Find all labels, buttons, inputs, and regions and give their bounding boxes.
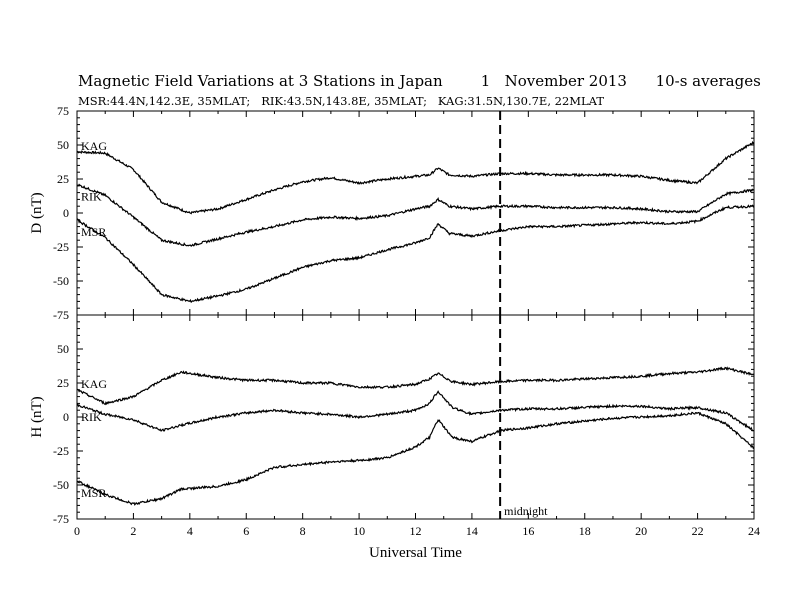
- y-tick-label: -75: [53, 512, 69, 526]
- station-label-kag: KAG: [81, 377, 107, 391]
- y-tick-label: -50: [53, 274, 69, 288]
- y-tick-label: 25: [57, 172, 69, 186]
- station-label-msr: MSR: [81, 486, 106, 500]
- x-tick-label: 10: [353, 524, 365, 538]
- station-label-msr: MSR: [81, 225, 106, 239]
- series-line-msr: [76, 411, 754, 506]
- y-axis-label: D (nT): [29, 192, 45, 233]
- station-label-rik: RIK: [81, 410, 102, 424]
- x-tick-label: 4: [187, 524, 193, 538]
- y-tick-label: -25: [53, 240, 69, 254]
- chart-title: Magnetic Field Variations at 3 Stations …: [78, 72, 761, 90]
- y-tick-label: 0: [63, 410, 69, 424]
- x-tick-label: 0: [74, 524, 80, 538]
- y-tick-label: 75: [57, 104, 69, 118]
- station-label-rik: RIK: [81, 189, 102, 203]
- x-tick-label: 12: [410, 524, 422, 538]
- x-tick-label: 22: [692, 524, 704, 538]
- y-tick-label: 50: [57, 342, 69, 356]
- x-tick-label: 8: [300, 524, 306, 538]
- y-tick-label: 50: [57, 138, 69, 152]
- y-tick-label: -50: [53, 478, 69, 492]
- y-tick-label: -25: [53, 444, 69, 458]
- y-tick-label: 25: [57, 376, 69, 390]
- series-line-rik: [76, 390, 755, 432]
- panel-frame-top: [76, 110, 755, 316]
- x-tick-label: 14: [466, 524, 478, 538]
- station-label-kag: KAG: [81, 139, 107, 153]
- y-tick-label: -75: [53, 308, 69, 322]
- x-tick-label: 16: [522, 524, 534, 538]
- y-axis-label: H (nT): [29, 396, 45, 437]
- series-line-kag: [76, 366, 755, 406]
- x-tick-label: 24: [748, 524, 760, 538]
- x-axis-label: Universal Time: [369, 545, 462, 561]
- midnight-label: midnight: [504, 504, 548, 518]
- x-tick-label: 2: [130, 524, 136, 538]
- x-tick-label: 20: [635, 524, 647, 538]
- series-line-kag: [76, 140, 755, 215]
- chart-subtitle: MSR:44.4N,142.3E, 35MLAT; RIK:43.5N,143.…: [78, 94, 605, 108]
- series-line-msr: [76, 204, 755, 304]
- y-tick-label: 0: [63, 206, 69, 220]
- x-tick-label: 18: [579, 524, 591, 538]
- series-line-rik: [76, 183, 754, 247]
- x-tick-label: 6: [243, 524, 249, 538]
